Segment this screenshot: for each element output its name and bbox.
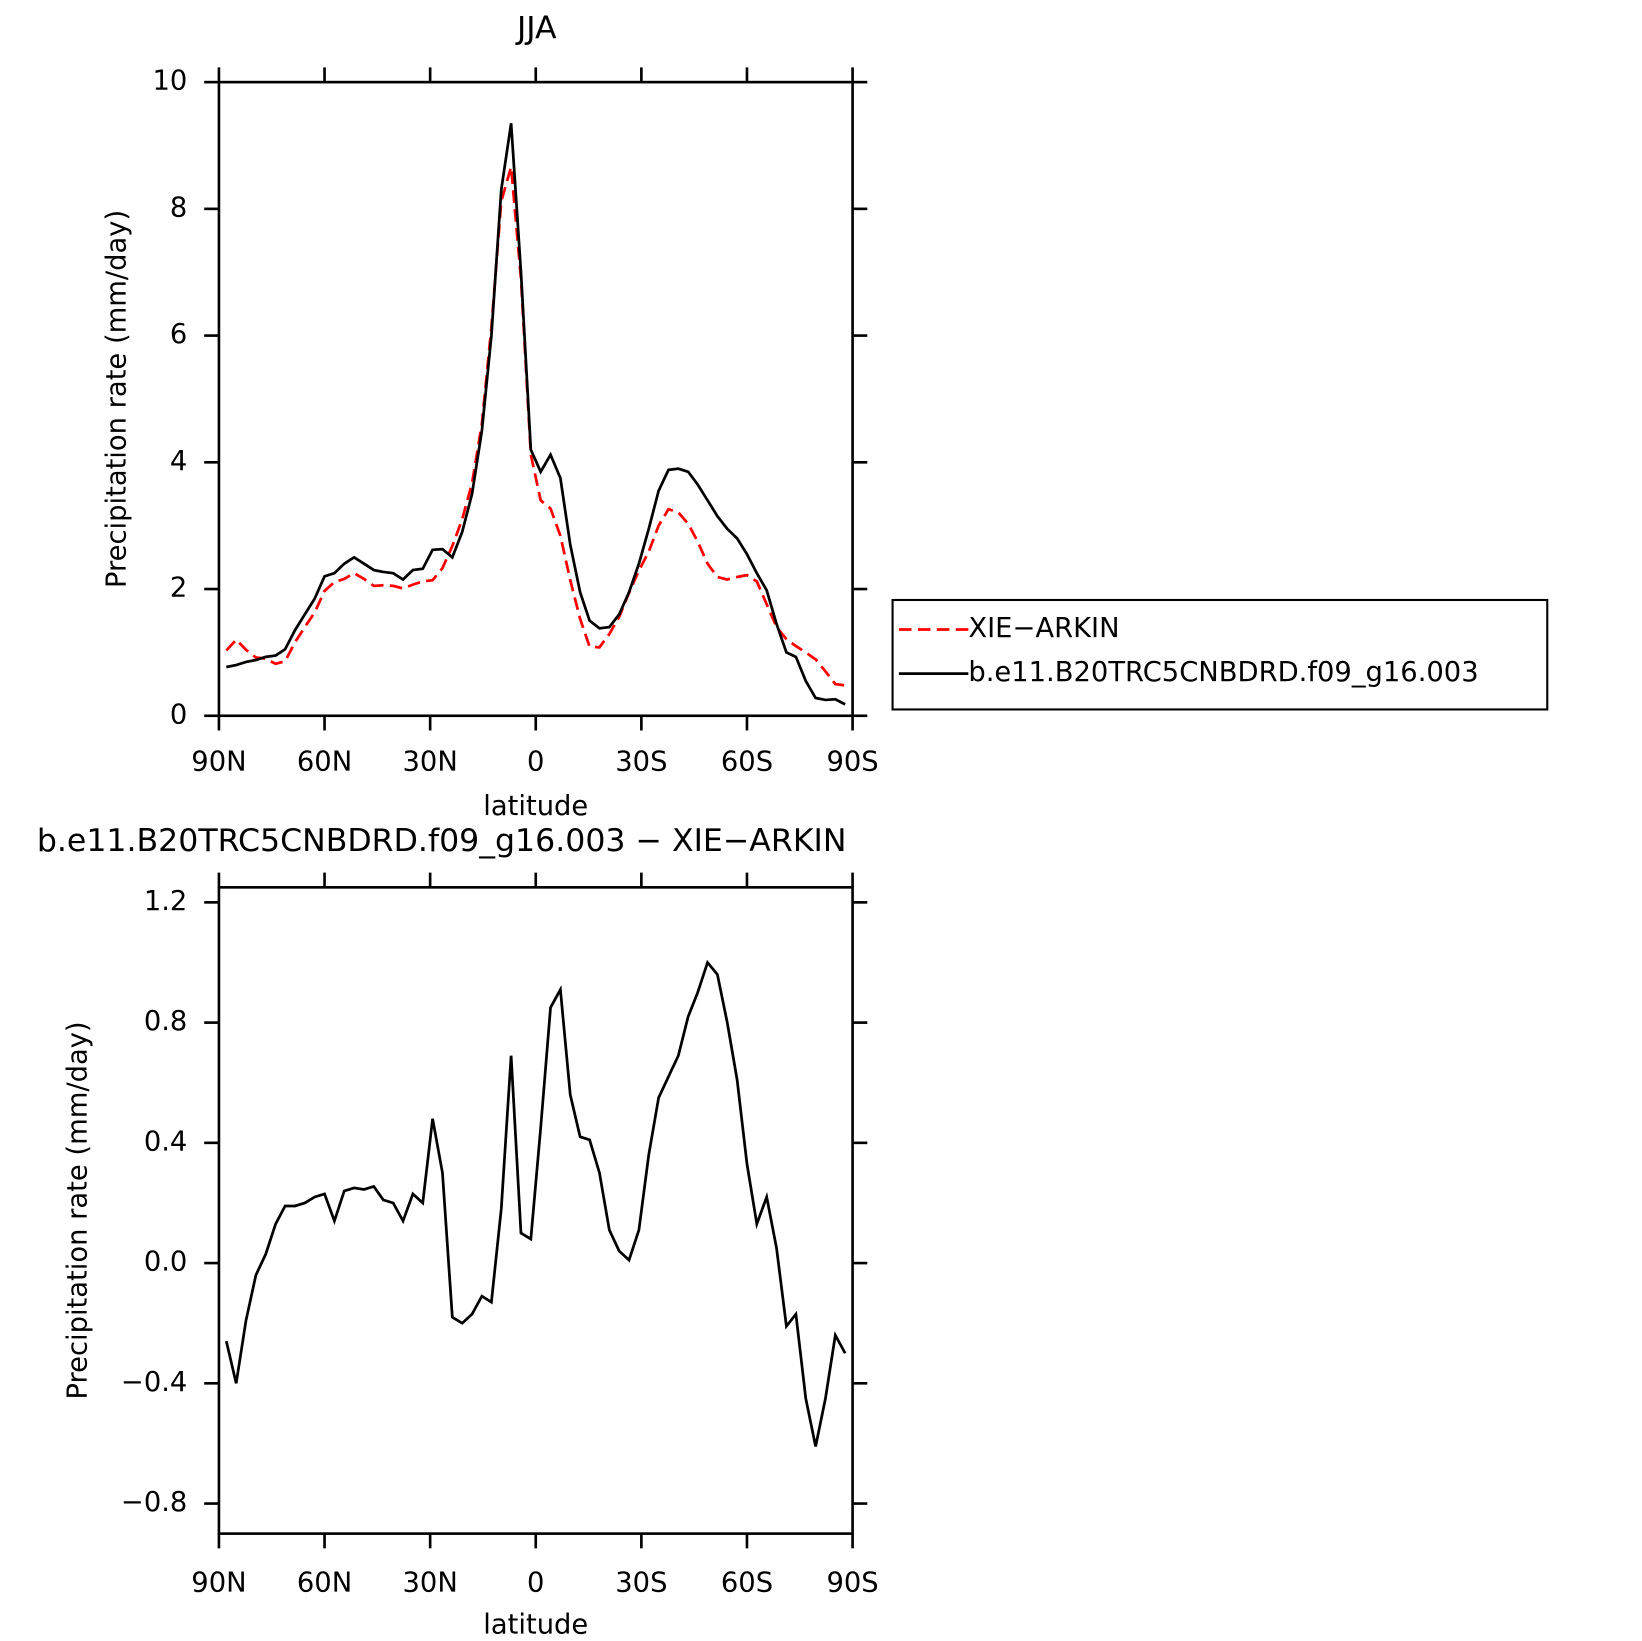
x-tick-label: 30N: [403, 1568, 458, 1599]
x-tick-label: 60N: [297, 1568, 352, 1599]
plot-frame: [217, 80, 854, 718]
chart-title: JJA: [515, 10, 557, 46]
x-tick-label: 60S: [721, 1568, 773, 1599]
y-tick-label: 0.4: [144, 1126, 188, 1157]
legend-label: b.e11.B20TRC5CNBDRD.f09_g16.003: [968, 657, 1478, 688]
y-tick-label: 0.0: [144, 1247, 188, 1278]
x-tick-label: 90N: [191, 1568, 246, 1599]
y-tick-label: 6: [170, 319, 187, 350]
y-tick-label: −0.8: [121, 1487, 187, 1518]
x-axis-label: latitude: [483, 1610, 588, 1641]
y-axis-label: Precipitation rate (mm/day): [62, 1021, 93, 1399]
x-tick-label: 60S: [721, 747, 773, 778]
data-line: [225, 166, 846, 687]
y-tick-label: −0.4: [121, 1367, 187, 1398]
y-tick-label: 8: [170, 192, 187, 223]
y-axis-label: Precipitation rate (mm/day): [101, 210, 132, 588]
y-tick-label: 4: [170, 446, 187, 477]
data-line: [224, 959, 847, 1447]
x-tick-label: 30S: [615, 1568, 667, 1599]
legend-box: [891, 598, 1549, 711]
data-line: [226, 123, 846, 706]
x-tick-label: 30N: [403, 747, 458, 778]
y-tick-label: 0.8: [144, 1006, 188, 1037]
x-tick-label: 90N: [191, 747, 246, 778]
x-tick-label: 90S: [826, 747, 878, 778]
x-axis-label: latitude: [483, 791, 588, 822]
x-tick-label: 0: [527, 1568, 544, 1599]
x-tick-label: 90S: [826, 1568, 878, 1599]
legend-label: XIE−ARKIN: [968, 613, 1119, 644]
x-tick-label: 30S: [615, 747, 667, 778]
plot-frame: [217, 886, 854, 1535]
y-tick-label: 1.2: [144, 886, 188, 917]
y-tick-label: 0: [170, 699, 187, 730]
chart-title: b.e11.B20TRC5CNBDRD.f09_g16.003 − XIE−AR…: [37, 823, 847, 859]
x-tick-label: 60N: [297, 747, 352, 778]
y-tick-label: 2: [170, 573, 187, 604]
x-tick-label: 0: [527, 747, 544, 778]
y-tick-label: 10: [153, 66, 188, 97]
